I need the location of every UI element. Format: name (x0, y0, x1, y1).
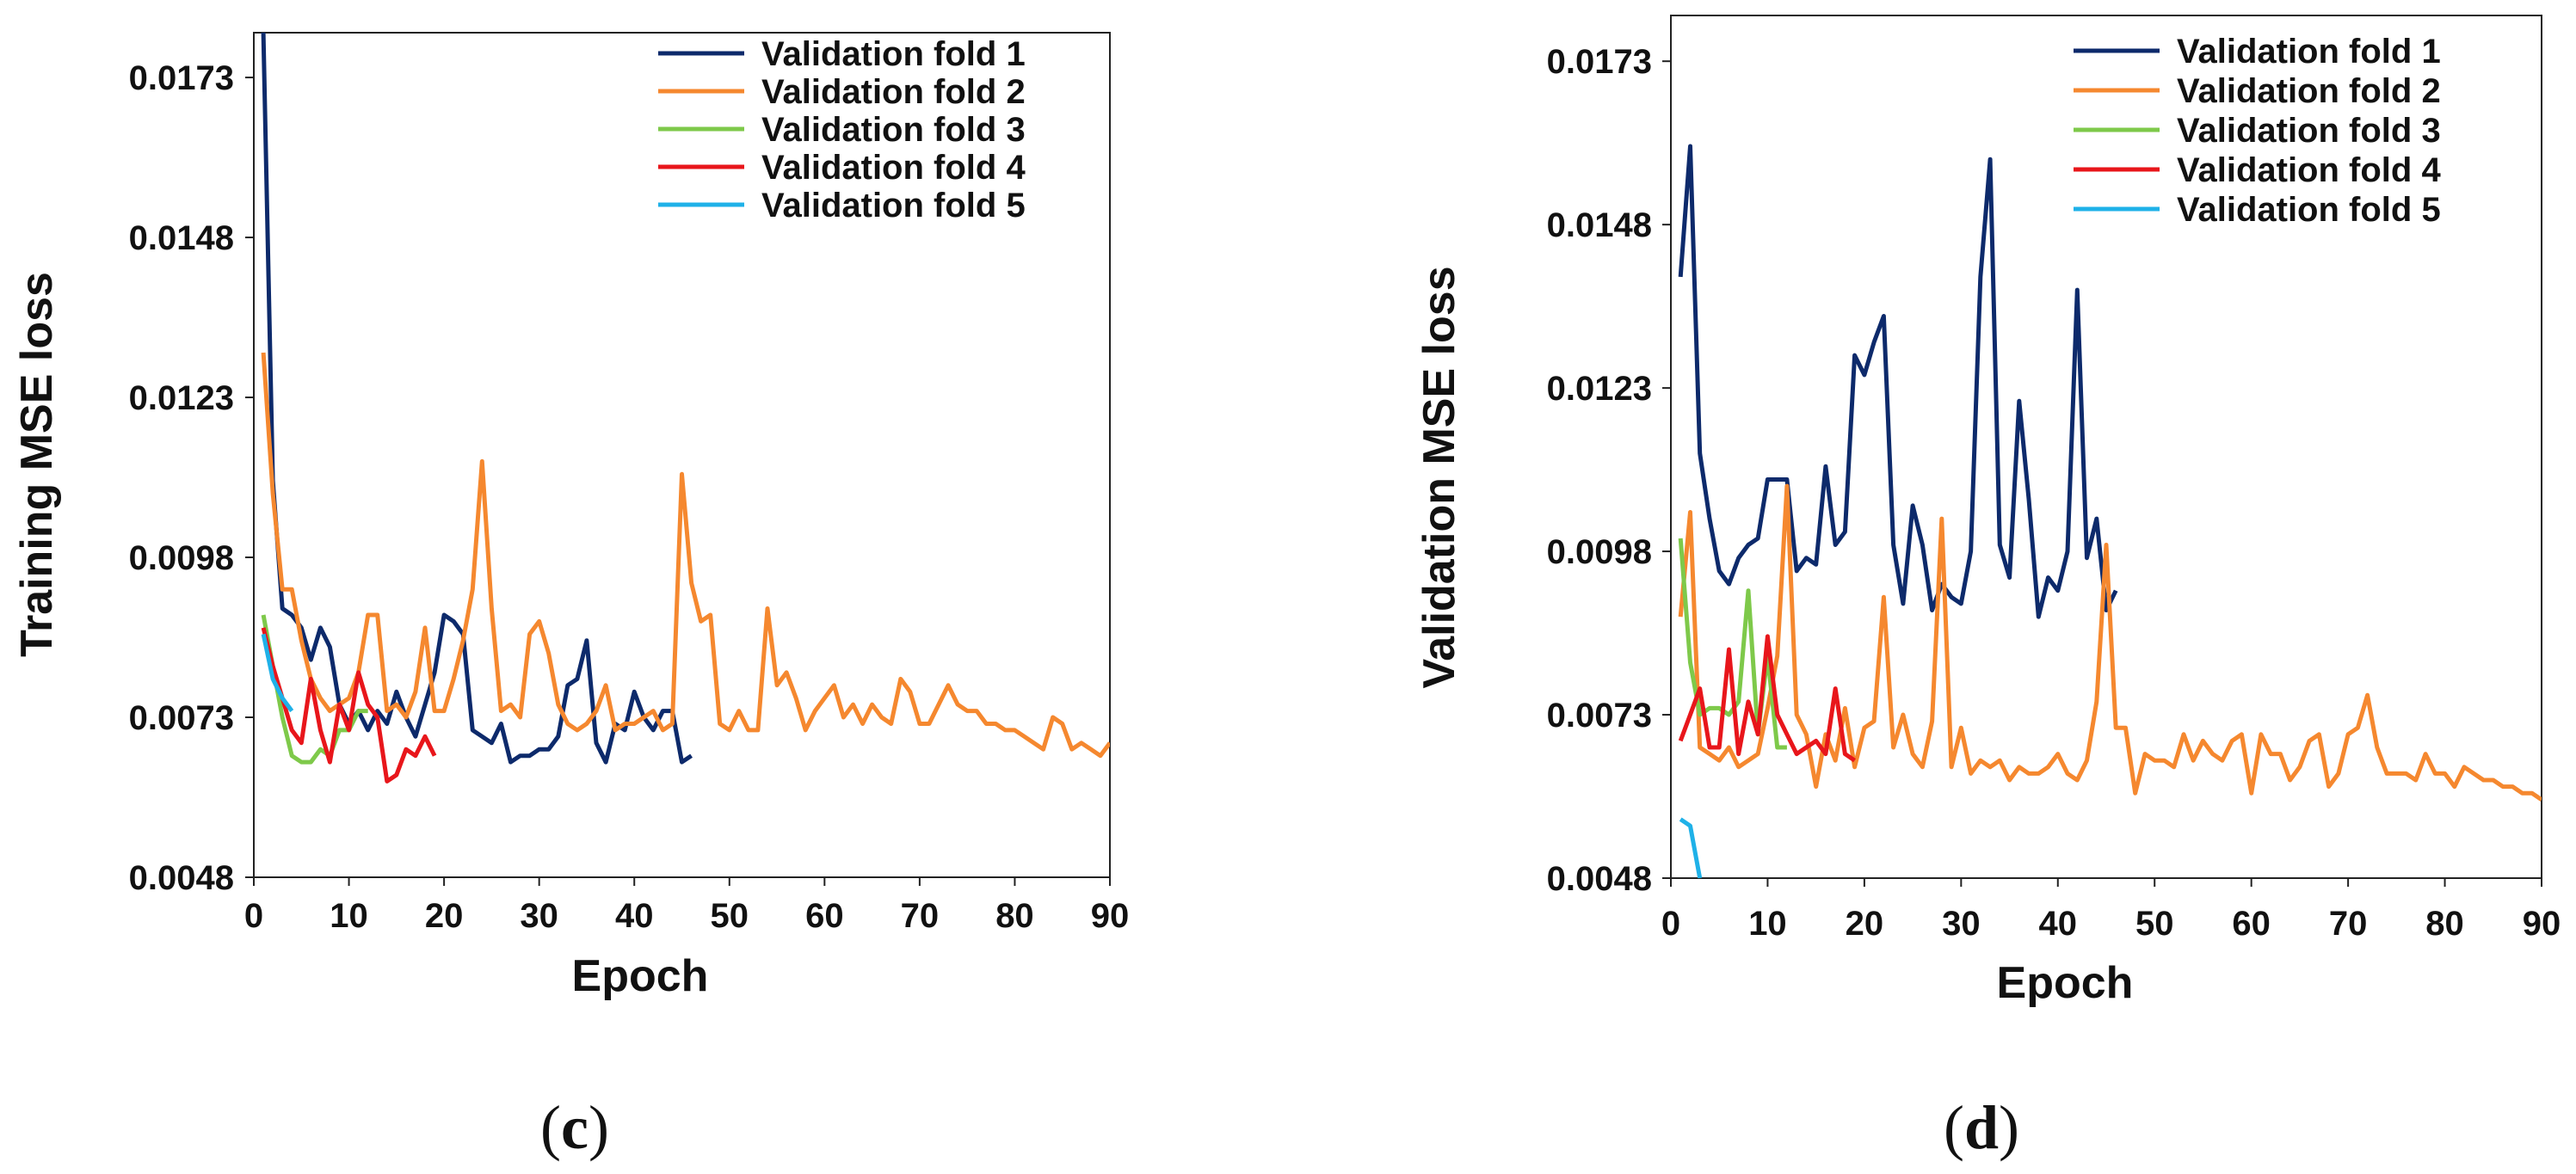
panel-c-x-tick-label: 40 (615, 897, 654, 935)
panel-c-y-tick-label: 0.0123 (129, 379, 234, 417)
panel-c-x-tick-label: 70 (901, 897, 940, 935)
panel-d-label: (d) (1944, 1093, 2019, 1162)
panel-d-x-tick-label: 10 (1748, 905, 1787, 943)
panel-c-x-tick-label: 80 (995, 897, 1034, 935)
panel-d-legend-label-fold-2: Validation fold 2 (2177, 72, 2441, 110)
panel-c-legend-label-fold-1: Validation fold 1 (761, 35, 1026, 73)
panel-c-x-tick-label: 50 (711, 897, 749, 935)
panel-d-series-line-fold-5 (1679, 817, 1703, 878)
panel-d-legend-label-fold-5: Validation fold 5 (2177, 191, 2441, 229)
panel-d-x-tick-label: 30 (1942, 905, 1981, 943)
panel-d-series-line-fold-4 (1678, 634, 1857, 763)
panel-c-x-tick-label: 0 (244, 897, 263, 935)
panel-c-series-line-fold-4 (261, 627, 437, 784)
panel-c-x-axis: 0 10 20 30 40 50 60 70 80 90 (244, 877, 1129, 935)
panel-c-x-tick-label: 30 (520, 897, 558, 935)
panel-c-series-line-fold-5 (261, 633, 294, 713)
panel-c-y-tick-label: 0.0048 (129, 859, 234, 897)
panel-d-x-tick-label: 90 (2523, 905, 2561, 943)
panel-d-x-tick-label: 20 (1846, 905, 1884, 943)
panel-c-y-tick-label: 0.0098 (129, 539, 234, 577)
panel-d-legend-label-fold-3: Validation fold 3 (2177, 112, 2441, 150)
panel-c-legend-label-fold-5: Validation fold 5 (761, 187, 1026, 224)
panel-c-label: (c) (540, 1093, 609, 1162)
panel-c-y-axis: 0.0048 0.0073 0.0098 0.0123 0.0148 0.0173 (129, 59, 254, 897)
panel-c-x-tick-label: 60 (805, 897, 844, 935)
panel-c-plot-frame (253, 32, 1111, 878)
panel-d-series-line-fold-1 (1678, 144, 2118, 619)
panel-d-x-tick-label: 50 (2135, 905, 2174, 943)
panel-c-series-line-fold-1 (261, 33, 693, 765)
panel-c-series (261, 33, 1110, 784)
panel-d-series-line-fold-2 (1678, 483, 2542, 802)
panel-d-y-tick-label: 0.0123 (1547, 370, 1652, 408)
panel-d-y-axis: 0.0048 0.0073 0.0098 0.0123 0.0148 0.0173 (1547, 43, 1671, 898)
panel-d-y-tick-label: 0.0173 (1547, 43, 1652, 81)
panel-d-x-tick-label: 60 (2232, 905, 2271, 943)
panel-c-x-tick-label: 90 (1091, 897, 1130, 935)
panel-c-x-axis-title: Epoch (572, 951, 709, 1001)
panel-c-training-loss-chart: 0.0048 0.0073 0.0098 0.0123 0.0148 0.0173 0 10… (12, 32, 1129, 1162)
panel-c-x-tick-label: 10 (330, 897, 368, 935)
panel-c-series-line-fold-2 (261, 352, 1110, 759)
panel-c-y-axis-title: Training MSE loss (12, 272, 62, 657)
panel-d-label-letter: d (1964, 1093, 1999, 1162)
panel-d-x-tick-label: 40 (2039, 905, 2078, 943)
panel-d-y-axis-title: Validation MSE loss (1414, 266, 1464, 688)
panel-c-x-tick-label: 20 (425, 897, 464, 935)
panel-c-y-tick-label: 0.0073 (129, 699, 234, 737)
panel-c-label-letter: c (561, 1093, 589, 1162)
panel-d-y-tick-label: 0.0098 (1547, 533, 1652, 571)
panel-c-legend-label-fold-4: Validation fold 4 (761, 149, 1026, 187)
panel-d-x-axis-title: Epoch (1997, 958, 2134, 1008)
panel-d-y-tick-label: 0.0048 (1547, 860, 1652, 898)
panel-d-x-tick-label: 80 (2425, 905, 2464, 943)
panel-d-x-tick-label: 0 (1661, 905, 1680, 943)
panel-c-y-tick-label: 0.0148 (129, 219, 234, 257)
panel-d-x-tick-label: 70 (2329, 905, 2368, 943)
panel-d-legend-label-fold-4: Validation fold 4 (2177, 151, 2441, 189)
panel-c-y-tick-label: 0.0173 (129, 59, 234, 97)
panel-d-y-tick-label: 0.0148 (1547, 206, 1652, 244)
panel-d-legend-label-fold-1: Validation fold 1 (2177, 33, 2441, 71)
panel-d-validation-loss-chart: 0.0048 0.0073 0.0098 0.0123 0.0148 0.0173 0 10… (1414, 15, 2561, 1162)
panel-d-y-tick-label: 0.0073 (1547, 697, 1652, 735)
panel-c-legend-label-fold-2: Validation fold 2 (761, 73, 1026, 111)
panel-d-series (1678, 144, 2542, 878)
panel-d-plot-frame (1670, 15, 2542, 879)
panel-d-x-axis: 0 10 20 30 40 50 60 70 80 90 (1661, 878, 2561, 943)
panel-c-legend-label-fold-3: Validation fold 3 (761, 111, 1026, 149)
